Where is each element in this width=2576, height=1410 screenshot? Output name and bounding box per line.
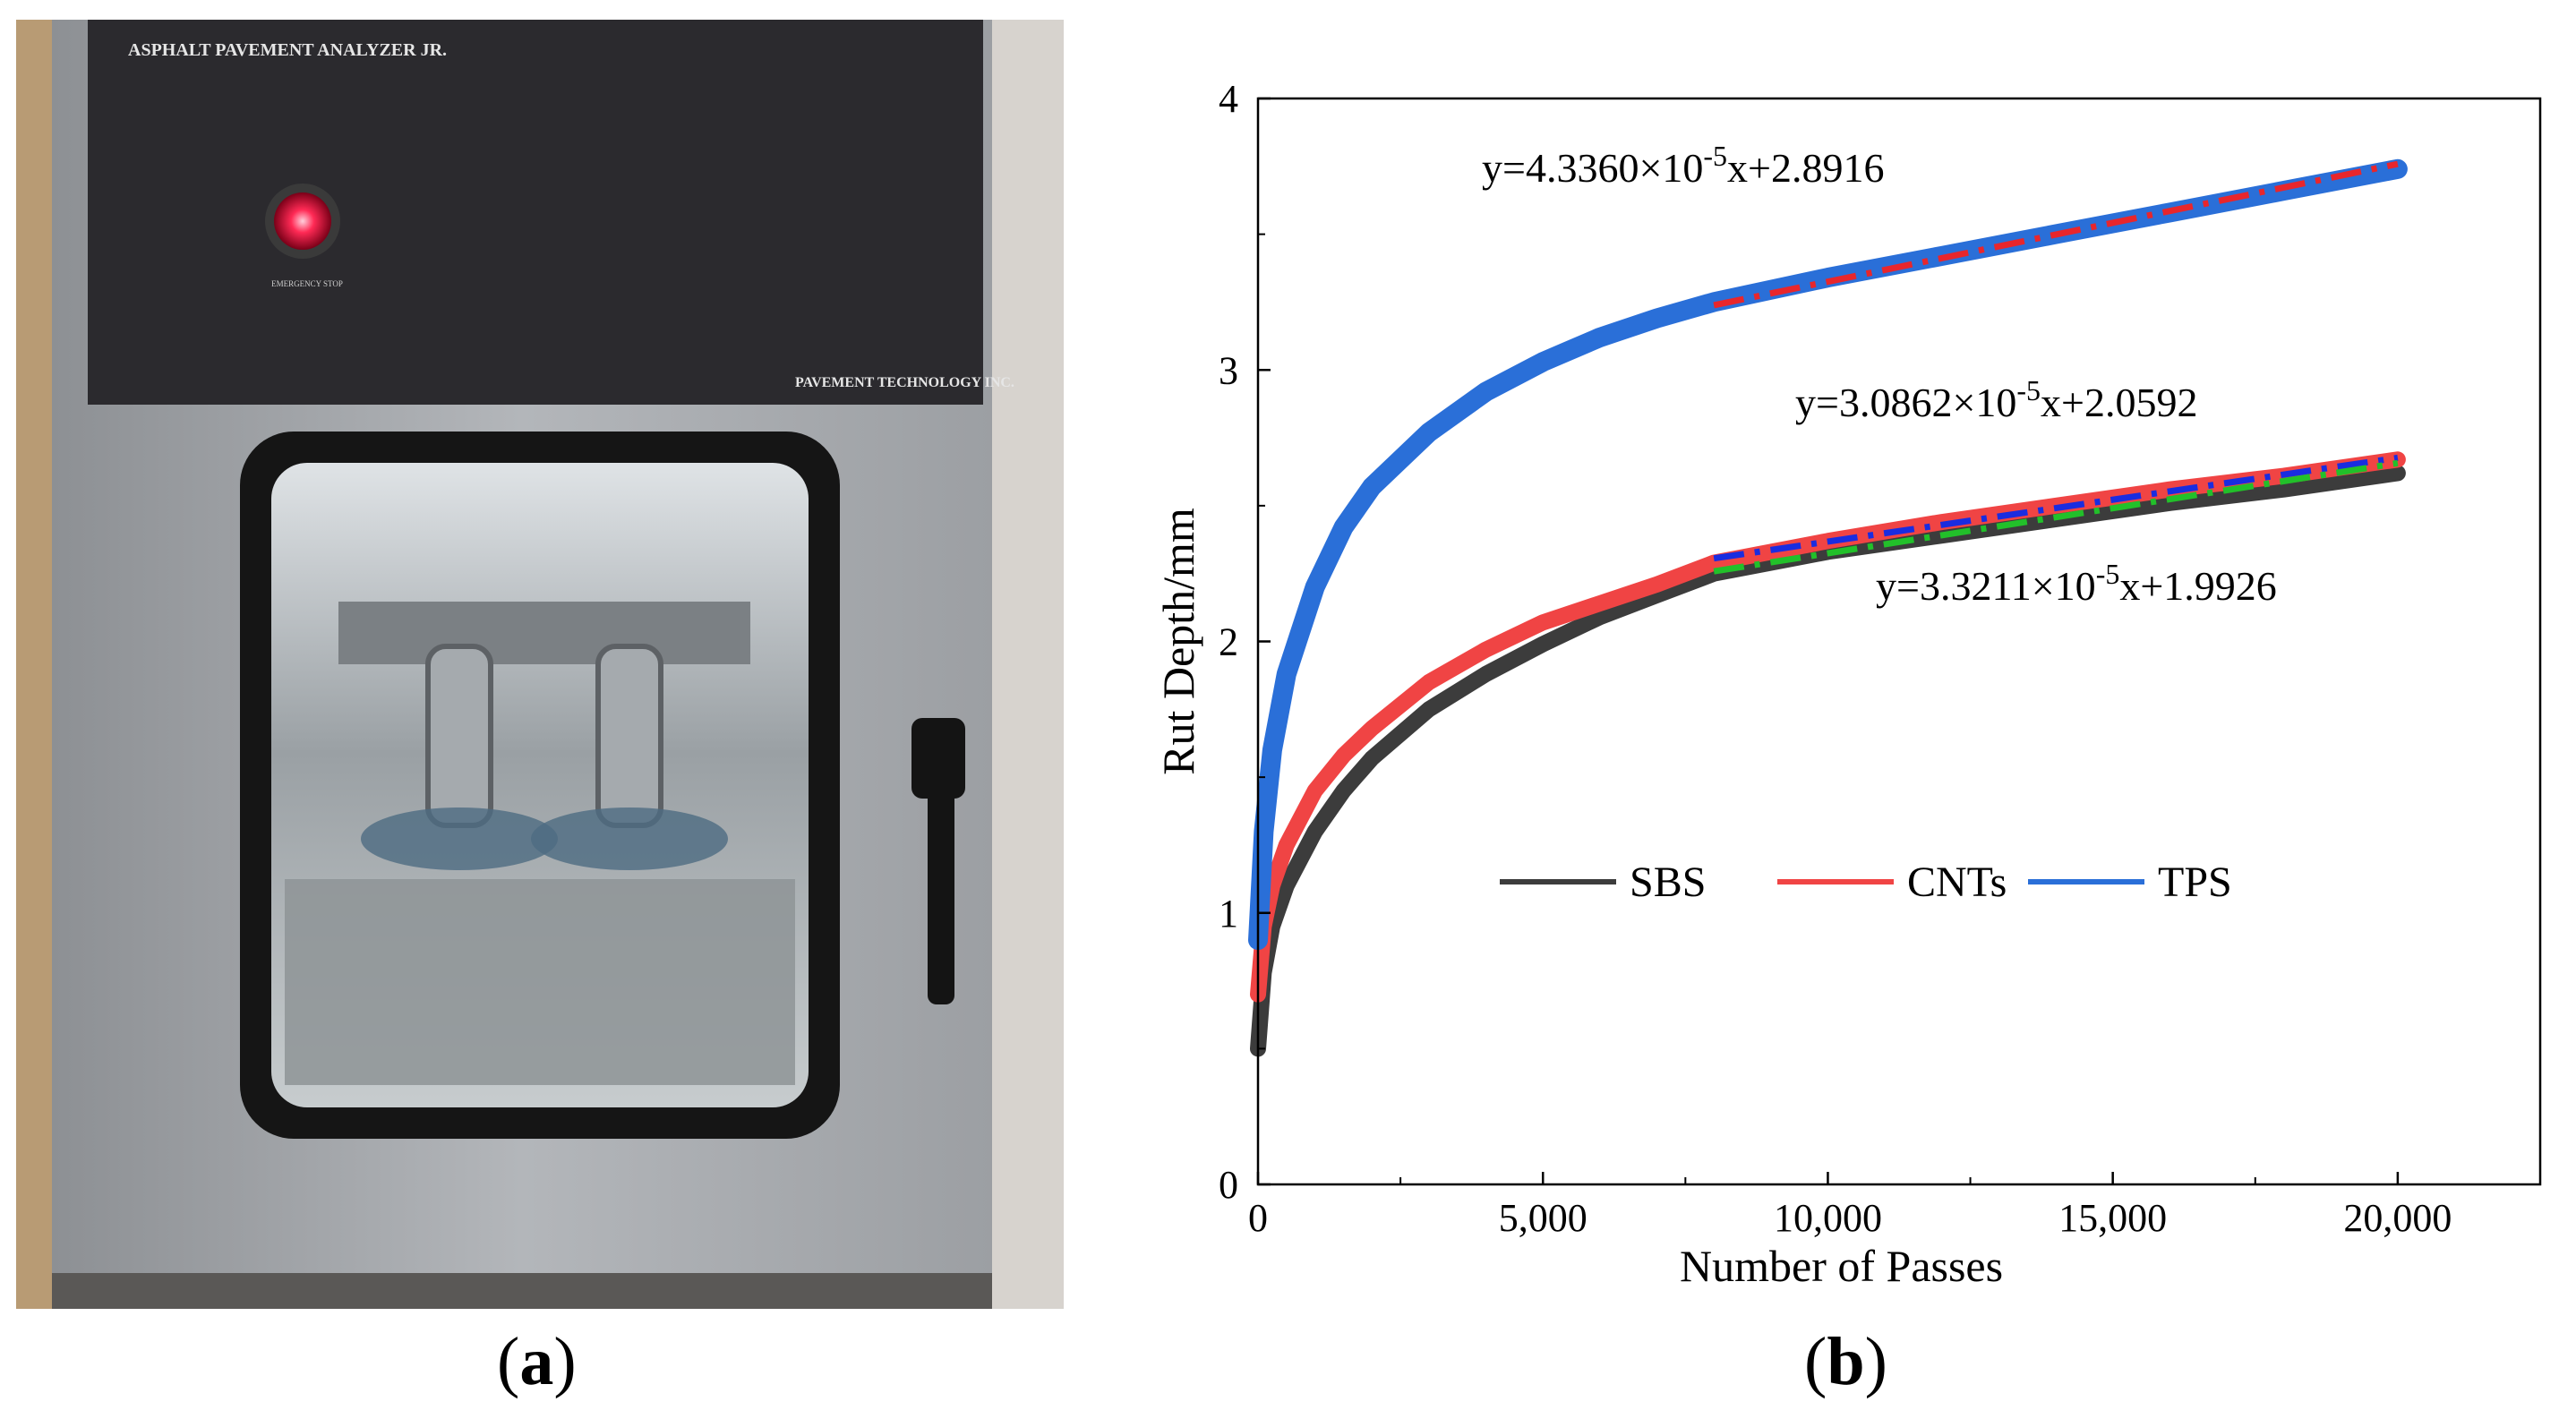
fit-equation-3: y=3.3211×10-5x+1.9926 bbox=[1876, 558, 2277, 609]
fit-line-2 bbox=[1713, 454, 2399, 562]
legend-label-tps: TPS bbox=[2158, 859, 2232, 906]
door-handle-lever bbox=[928, 790, 954, 1004]
test-wheel-left bbox=[425, 644, 493, 828]
fit-line-3 bbox=[1713, 459, 2399, 575]
sample-right bbox=[531, 808, 728, 870]
y-tick-label: 0 bbox=[1219, 1163, 1238, 1207]
x-tick-label: 10,000 bbox=[1774, 1196, 1882, 1240]
sample-left bbox=[361, 808, 558, 870]
sample-base bbox=[285, 879, 795, 1085]
test-wheel-right bbox=[595, 644, 663, 828]
y-axis-title: Rut Depth/mm bbox=[1153, 508, 1203, 775]
device-photo-illustration: ASPHALT PAVEMENT ANALYZER JR. PAVEMENT T… bbox=[16, 20, 1064, 1309]
chart-svg: 0 5,000 10,000 15,000 20,000 0 1 2 3 4 Number of … bbox=[1153, 77, 2542, 1291]
series-line-sbs bbox=[1250, 465, 2406, 1057]
x-axis-title: Number of Passes bbox=[1680, 1241, 2003, 1291]
legend: SBS CNTs TPS bbox=[1500, 859, 2232, 906]
emergency-stop-label: EMERGENCY STOP bbox=[271, 279, 343, 288]
x-tick-label: 20,000 bbox=[2343, 1196, 2452, 1240]
panel-label-b: (b) bbox=[1804, 1324, 1887, 1399]
legend-label-sbs: SBS bbox=[1630, 859, 1706, 906]
x-tick-label: 0 bbox=[1248, 1196, 1268, 1240]
door-handle-grip bbox=[911, 718, 965, 799]
panel-label-a: (a) bbox=[497, 1324, 577, 1399]
device-title: ASPHALT PAVEMENT ANALYZER JR. bbox=[128, 40, 447, 60]
floor bbox=[52, 1273, 992, 1309]
y-tick-label: 2 bbox=[1219, 620, 1238, 664]
x-tick-label: 5,000 bbox=[1499, 1196, 1588, 1240]
manufacturer-label: PAVEMENT TECHNOLOGY INC. bbox=[795, 375, 1014, 390]
fit-equation-1: y=4.3360×10-5x+2.8916 bbox=[1482, 140, 1885, 191]
y-tick-label: 1 bbox=[1219, 892, 1238, 936]
control-panel bbox=[88, 20, 983, 405]
device-photo: ASPHALT PAVEMENT ANALYZER JR. PAVEMENT T… bbox=[16, 20, 1064, 1309]
label-layer: Number of Passes Rut Depth/mm y=4.3360×10-… bbox=[1153, 140, 2277, 1291]
fit-line-1 bbox=[1713, 160, 2399, 309]
wheel-carriage bbox=[338, 602, 750, 664]
y-tick-label: 3 bbox=[1219, 348, 1238, 392]
axis-layer: 0 5,000 10,000 15,000 20,000 0 1 2 3 4 bbox=[1219, 77, 2452, 1240]
x-tick-label: 15,000 bbox=[2058, 1196, 2167, 1240]
fit-layer bbox=[1713, 160, 2399, 575]
emergency-stop-lamp bbox=[274, 192, 331, 250]
rut-depth-chart: 0 5,000 10,000 15,000 20,000 0 1 2 3 4 Number of … bbox=[1119, 54, 2576, 1334]
legend-label-cnts: CNTs bbox=[1907, 859, 2007, 906]
series-layer bbox=[1248, 158, 2408, 1057]
fit-equation-2: y=3.0862×10-5x+2.0592 bbox=[1795, 374, 2198, 425]
y-tick-label: 4 bbox=[1219, 77, 1238, 121]
